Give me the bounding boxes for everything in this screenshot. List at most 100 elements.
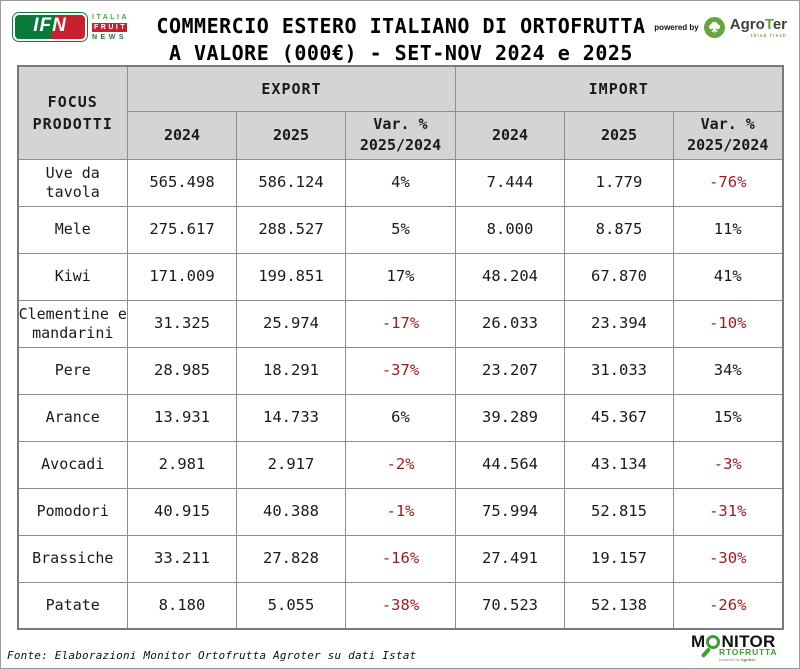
export-2025-cell: 288.527 xyxy=(236,205,346,254)
import-var-header: Var. % 2025/2024 xyxy=(673,110,783,160)
ifn-logo: IFN ITALIA FRUIT NEWS xyxy=(13,10,156,41)
product-cell: Uve da tavola xyxy=(17,158,128,207)
product-cell: Pere xyxy=(17,346,128,395)
import-2024-cell: 44.564 xyxy=(455,440,565,489)
page-title: COMMERCIO ESTERO ITALIANO DI ORTOFRUTTA … xyxy=(156,10,645,67)
export-2024-cell: 33.211 xyxy=(127,534,237,583)
import-group-header: IMPORT xyxy=(455,65,783,112)
import-2025-cell: 67.870 xyxy=(564,252,674,301)
table-row: Kiwi 171.009 199.851 17% 48.204 67.870 4… xyxy=(17,252,783,301)
import-2025-cell: 23.394 xyxy=(564,299,674,348)
page-header: IFN ITALIA FRUIT NEWS COMMERCIO ESTERO I… xyxy=(1,1,799,65)
product-cell: Mele xyxy=(17,205,128,254)
export-2024-cell: 28.985 xyxy=(127,346,237,395)
export-2025-cell: 2.917 xyxy=(236,440,346,489)
import-var-cell: 11% xyxy=(673,205,783,254)
product-cell: Clementine e mandarini xyxy=(17,299,128,348)
monitor-powered-by: powered by Agroter xyxy=(719,657,756,662)
import-2025-cell: 1.779 xyxy=(564,158,674,207)
import-var-cell: -10% xyxy=(673,299,783,348)
export-var-cell: 4% xyxy=(345,158,456,207)
export-var-cell: 6% xyxy=(345,393,456,442)
export-2024-cell: 171.009 xyxy=(127,252,237,301)
import-var-cell: -3% xyxy=(673,440,783,489)
product-cell: Patate xyxy=(17,581,128,630)
export-var-cell: 17% xyxy=(345,252,456,301)
import-2025-cell: 52.815 xyxy=(564,487,674,536)
import-var-cell: -31% xyxy=(673,487,783,536)
ifn-fruit-label: FRUIT xyxy=(92,23,128,32)
import-var-cell: -76% xyxy=(673,158,783,207)
import-2024-cell: 8.000 xyxy=(455,205,565,254)
magnifier-icon xyxy=(706,634,721,649)
ifn-flag-badge: IFN xyxy=(13,13,87,41)
export-var-cell: -16% xyxy=(345,534,456,583)
title-line-1: COMMERCIO ESTERO ITALIANO DI ORTOFRUTTA xyxy=(156,14,646,38)
export-2024-cell: 31.325 xyxy=(127,299,237,348)
export-2024-cell: 8.180 xyxy=(127,581,237,630)
export-var-cell: -17% xyxy=(345,299,456,348)
export-2025-cell: 5.055 xyxy=(236,581,346,630)
import-2024-cell: 70.523 xyxy=(455,581,565,630)
table-row: Pere 28.985 18.291 -37% 23.207 31.033 34… xyxy=(17,346,783,395)
ifn-italia-label: ITALIA xyxy=(92,14,130,21)
monitor-ortofrutta-logo: M NITOR RTOFRUTTA powered by Agroter xyxy=(691,633,789,664)
export-var-cell: -1% xyxy=(345,487,456,536)
product-cell: Arance xyxy=(17,393,128,442)
export-var-cell: -2% xyxy=(345,440,456,489)
export-2024-header: 2024 xyxy=(127,110,237,160)
title-line-2: A VALORE (000€) - SET-NOV 2024 e 2025 xyxy=(168,41,633,65)
agroter-name: AgroTer xyxy=(729,16,787,33)
product-cell: Pomodori xyxy=(17,487,128,536)
table-row: Uve da tavola 565.498 586.124 4% 7.444 1… xyxy=(17,158,783,207)
import-var-cell: -26% xyxy=(673,581,783,630)
export-2025-cell: 586.124 xyxy=(236,158,346,207)
import-2025-cell: 31.033 xyxy=(564,346,674,395)
group-header-row: FOCUS PRODOTTI EXPORT IMPORT xyxy=(17,65,783,160)
import-var-cell: 34% xyxy=(673,346,783,395)
export-2025-cell: 27.828 xyxy=(236,534,346,583)
import-2024-cell: 7.444 xyxy=(455,158,565,207)
export-2025-cell: 40.388 xyxy=(236,487,346,536)
export-2025-cell: 18.291 xyxy=(236,346,346,395)
export-var-cell: -38% xyxy=(345,581,456,630)
table-row: Brassiche 33.211 27.828 -16% 27.491 19.1… xyxy=(17,534,783,583)
import-2025-cell: 8.875 xyxy=(564,205,674,254)
import-2024-cell: 39.289 xyxy=(455,393,565,442)
import-2025-header: 2025 xyxy=(564,110,674,160)
export-2025-cell: 14.733 xyxy=(236,393,346,442)
agroter-tagline: think fresh xyxy=(750,33,787,38)
table-row: Arance 13.931 14.733 6% 39.289 45.367 15… xyxy=(17,393,783,442)
agroter-wordmark: AgroTer think fresh xyxy=(730,17,787,38)
monitor-wordmark: M NITOR xyxy=(691,632,776,651)
export-2025-cell: 199.851 xyxy=(236,252,346,301)
source-note: Fonte: Elaborazioni Monitor Ortofrutta A… xyxy=(7,649,417,662)
import-2025-cell: 43.134 xyxy=(564,440,674,489)
table-row: Pomodori 40.915 40.388 -1% 75.994 52.815… xyxy=(17,487,783,536)
import-2025-cell: 19.157 xyxy=(564,534,674,583)
powered-by-label: powered by xyxy=(654,23,699,32)
export-2024-cell: 40.915 xyxy=(127,487,237,536)
import-var-cell: 41% xyxy=(673,252,783,301)
product-cell: Avocadi xyxy=(17,440,128,489)
table-row: Patate 8.180 5.055 -38% 70.523 52.138 -2… xyxy=(17,581,783,630)
ortofrutta-wordmark: RTOFRUTTA xyxy=(719,647,778,657)
export-var-cell: 5% xyxy=(345,205,456,254)
export-2024-cell: 275.617 xyxy=(127,205,237,254)
product-cell: Brassiche xyxy=(17,534,128,583)
import-2024-cell: 27.491 xyxy=(455,534,565,583)
export-var-header: Var. % 2025/2024 xyxy=(345,110,456,160)
agroter-tree-icon xyxy=(703,17,725,38)
import-var-cell: -30% xyxy=(673,534,783,583)
export-group-header: EXPORT xyxy=(127,65,456,112)
table-row: Clementine e mandarini 31.325 25.974 -17… xyxy=(17,299,783,348)
table-row: Avocadi 2.981 2.917 -2% 44.564 43.134 -3… xyxy=(17,440,783,489)
export-2024-cell: 2.981 xyxy=(127,440,237,489)
powered-by-block: powered by AgroTer think fresh xyxy=(646,10,787,38)
import-2024-cell: 23.207 xyxy=(455,346,565,395)
import-2025-cell: 52.138 xyxy=(564,581,674,630)
export-2024-cell: 13.931 xyxy=(127,393,237,442)
import-2024-header: 2024 xyxy=(455,110,565,160)
export-var-cell: -37% xyxy=(345,346,456,395)
